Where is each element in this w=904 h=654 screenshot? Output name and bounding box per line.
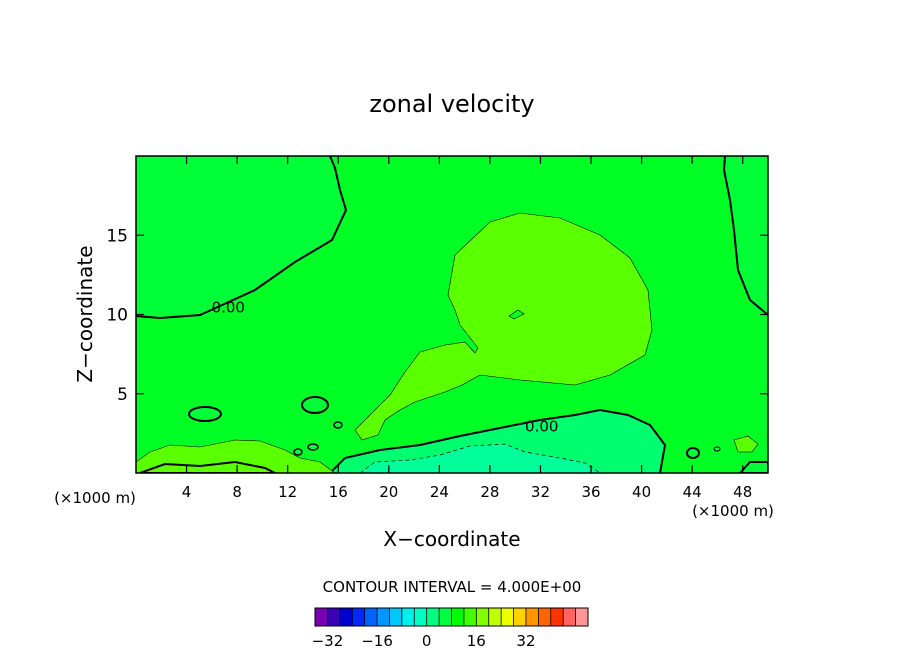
- near-surface-contour: [139, 460, 276, 473]
- small-positive-cell: [733, 435, 759, 453]
- colorbar-swatch: [463, 608, 477, 626]
- colorbar-swatch: [513, 608, 527, 626]
- colorbar-tick-label: 32: [516, 632, 535, 650]
- y-tick-label: 10: [106, 306, 128, 326]
- colorbar-tick-label: −16: [361, 632, 393, 650]
- x-tick-label: 28: [480, 483, 499, 501]
- small-negative-cell: [301, 396, 329, 414]
- colorbar-swatch: [389, 608, 403, 626]
- x-tick-label: 4: [182, 483, 192, 501]
- x-tick-label: 32: [531, 483, 550, 501]
- colorbar-tick-label: 0: [422, 632, 432, 650]
- colorbar-frame: [314, 607, 589, 627]
- colorbar-swatch: [476, 608, 490, 626]
- small-negative-cell: [686, 447, 700, 459]
- y-axis-label: Z−coordinate: [73, 245, 97, 382]
- colorbar-swatch: [488, 608, 502, 626]
- x-unit-left: (×1000 m): [54, 489, 136, 507]
- colorbar-swatch: [563, 608, 576, 626]
- chart-title: zonal velocity: [369, 90, 534, 118]
- contour-label: 0.00: [212, 299, 245, 317]
- x-tick-label: 24: [430, 483, 449, 501]
- colorbar-swatch: [550, 608, 564, 626]
- x-tick-label: 8: [232, 483, 242, 501]
- upper-right-negative-region: [724, 156, 768, 315]
- x-unit-right: (×1000 m): [692, 502, 774, 520]
- zero-contour-lower: [329, 408, 667, 473]
- contour-labels: 0.00 0.00: [212, 299, 559, 436]
- colorbar-swatch: [339, 608, 353, 626]
- colorbar-swatch: [538, 608, 552, 626]
- y-tick-label: 5: [117, 385, 128, 405]
- x-tick-label: 44: [683, 483, 702, 501]
- y-axis: 5 10 15: [106, 226, 768, 405]
- x-tick-label: 20: [379, 483, 398, 501]
- colorbar: [314, 607, 589, 627]
- colorbar-swatch: [327, 608, 341, 626]
- small-negative-cell: [738, 461, 768, 473]
- colorbar-swatch: [315, 608, 328, 626]
- small-negative-cell: [293, 448, 303, 456]
- small-negative-cell: [333, 421, 343, 429]
- colorbar-swatch: [575, 608, 589, 626]
- colorbar-swatch: [525, 608, 539, 626]
- colorbar-swatch: [401, 608, 415, 626]
- x-axis: 4 8 12 16 20 24 28 32 36 40 44 48: [182, 156, 752, 501]
- colorbar-swatch: [414, 608, 428, 626]
- y-tick-label: 15: [106, 226, 128, 246]
- positive-velocity-region: [354, 212, 653, 441]
- colorbar-swatch: [352, 608, 366, 626]
- colorbar-swatch: [439, 608, 452, 626]
- colorbar-swatch: [364, 608, 378, 626]
- colorbar-tick-label: −32: [312, 632, 344, 650]
- contour-interval-label: CONTOUR INTERVAL = 4.000E+00: [323, 578, 582, 596]
- colorbar-tick-label: 16: [467, 632, 486, 650]
- colorbar-ticks: −32 −16 0 16 32: [312, 632, 536, 650]
- small-enclosed-contour: [508, 309, 525, 320]
- colorbar-swatch: [426, 608, 440, 626]
- plot-area: [135, 155, 769, 474]
- x-axis-label: X−coordinate: [383, 527, 520, 551]
- colorbar-swatch: [501, 608, 514, 626]
- small-negative-cell: [713, 446, 721, 452]
- x-tick-label: 16: [329, 483, 348, 501]
- colorbar-swatch: [451, 608, 465, 626]
- zero-contour-upper-left: [136, 156, 348, 320]
- x-tick-label: 40: [632, 483, 651, 501]
- lower-negative-region: [330, 410, 665, 473]
- colorbar-swatch: [377, 608, 390, 626]
- small-negative-cell: [188, 406, 222, 422]
- small-negative-cell: [307, 443, 319, 451]
- x-tick-label: 48: [733, 483, 752, 501]
- x-tick-label: 12: [278, 483, 297, 501]
- upper-left-negative-region: [136, 156, 346, 318]
- x-tick-label: 36: [581, 483, 600, 501]
- contour-label: 0.00: [525, 417, 558, 435]
- zero-contour-upper-right: [722, 156, 768, 316]
